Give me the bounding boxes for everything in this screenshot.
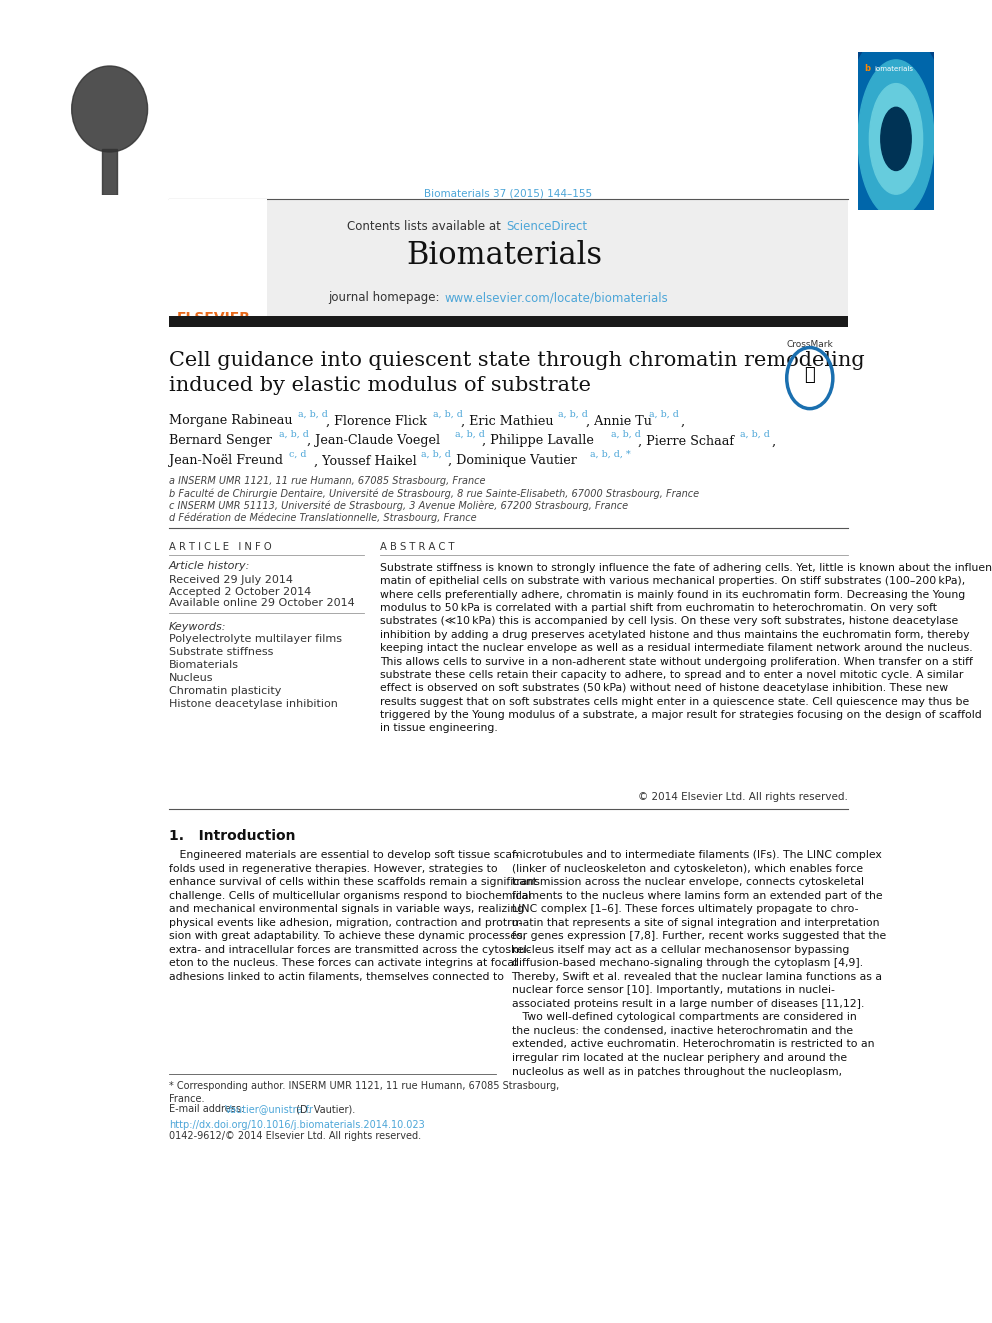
Text: , Eric Mathieu: , Eric Mathieu [461, 414, 554, 427]
Text: Biomaterials 37 (2015) 144–155: Biomaterials 37 (2015) 144–155 [425, 188, 592, 198]
Text: Biomaterials: Biomaterials [407, 239, 602, 271]
Text: Biomaterials: Biomaterials [169, 660, 239, 669]
Text: a, b, d: a, b, d [650, 409, 680, 418]
Text: E-mail address:: E-mail address: [169, 1105, 247, 1114]
Text: c, d: c, d [289, 450, 307, 458]
Text: * Corresponding author. INSERM UMR 1121, 11 rue Humann, 67085 Strasbourg,
France: * Corresponding author. INSERM UMR 1121,… [169, 1081, 559, 1103]
Text: iomaterials: iomaterials [875, 66, 914, 71]
Text: Vautier@unistra.fr: Vautier@unistra.fr [225, 1105, 313, 1114]
Text: journal homepage:: journal homepage: [327, 291, 443, 304]
FancyBboxPatch shape [169, 198, 268, 320]
Text: Keywords:: Keywords: [169, 622, 226, 631]
Text: d Fédération de Médecine Translationnelle, Strasbourg, France: d Fédération de Médecine Translationnell… [169, 513, 476, 524]
Text: A B S T R A C T: A B S T R A C T [380, 542, 454, 552]
Text: , Annie Tu: , Annie Tu [586, 414, 652, 427]
Text: a, b, d: a, b, d [455, 430, 485, 438]
Text: A R T I C L E   I N F O: A R T I C L E I N F O [169, 542, 272, 552]
Text: 1.   Introduction: 1. Introduction [169, 828, 296, 843]
Text: Engineered materials are essential to develop soft tissue scaf-
folds used in re: Engineered materials are essential to de… [169, 851, 537, 982]
Circle shape [858, 60, 934, 218]
Text: (D. Vautier).: (D. Vautier). [293, 1105, 355, 1114]
Text: , Pierre Schaaf: , Pierre Schaaf [638, 434, 734, 447]
Text: a, b, d: a, b, d [298, 409, 327, 418]
Text: Nucleus: Nucleus [169, 673, 213, 683]
Ellipse shape [71, 66, 148, 152]
Text: , Jean-Claude Voegel: , Jean-Claude Voegel [307, 434, 440, 447]
Text: Morgane Rabineau: Morgane Rabineau [169, 414, 293, 427]
Text: Available online 29 October 2014: Available online 29 October 2014 [169, 598, 355, 609]
Text: © 2014 Elsevier Ltd. All rights reserved.: © 2014 Elsevier Ltd. All rights reserved… [638, 791, 848, 802]
Text: Contents lists available at: Contents lists available at [347, 221, 505, 233]
Text: a, b, d: a, b, d [421, 450, 450, 458]
Text: , Youssef Haikel: , Youssef Haikel [313, 454, 417, 467]
FancyBboxPatch shape [169, 316, 848, 327]
Text: a, b, d: a, b, d [611, 430, 641, 438]
Text: , Philippe Lavalle: , Philippe Lavalle [482, 434, 594, 447]
Text: Polyelectrolyte multilayer films: Polyelectrolyte multilayer films [169, 634, 342, 644]
Text: , Florence Flick: , Florence Flick [325, 414, 427, 427]
Text: a, b, d, *: a, b, d, * [590, 450, 631, 458]
Text: microtubules and to intermediate filaments (IFs). The LINC complex
(linker of nu: microtubules and to intermediate filamen… [512, 851, 886, 1077]
Text: Substrate stiffness is known to strongly influence the fate of adhering cells. Y: Substrate stiffness is known to strongly… [380, 564, 992, 733]
Text: ELSEVIER: ELSEVIER [177, 311, 251, 325]
Text: Substrate stiffness: Substrate stiffness [169, 647, 274, 658]
Text: a, b, d: a, b, d [558, 409, 588, 418]
Bar [102, 148, 117, 194]
Text: 🔴: 🔴 [805, 366, 815, 384]
Circle shape [869, 83, 923, 194]
Text: a INSERM UMR 1121, 11 rue Humann, 67085 Strasbourg, France: a INSERM UMR 1121, 11 rue Humann, 67085 … [169, 476, 485, 486]
Text: 0142-9612/© 2014 Elsevier Ltd. All rights reserved.: 0142-9612/© 2014 Elsevier Ltd. All right… [169, 1131, 421, 1142]
Text: http://dx.doi.org/10.1016/j.biomaterials.2014.10.023: http://dx.doi.org/10.1016/j.biomaterials… [169, 1119, 425, 1130]
Text: a, b, d: a, b, d [279, 430, 309, 438]
Text: CrossMark: CrossMark [787, 340, 833, 349]
Text: ,: , [768, 434, 776, 447]
Text: www.elsevier.com/locate/biomaterials: www.elsevier.com/locate/biomaterials [444, 291, 669, 304]
Circle shape [827, 0, 964, 280]
Text: ,: , [678, 414, 685, 427]
Text: Jean-Noël Freund: Jean-Noël Freund [169, 454, 283, 467]
Text: induced by elastic modulus of substrate: induced by elastic modulus of substrate [169, 376, 591, 394]
FancyBboxPatch shape [169, 198, 848, 320]
Text: Cell guidance into quiescent state through chromatin remodeling: Cell guidance into quiescent state throu… [169, 352, 865, 370]
Text: a, b, d: a, b, d [434, 409, 463, 418]
Text: , Dominique Vautier: , Dominique Vautier [448, 454, 576, 467]
Text: c INSERM UMR 51113, Université de Strasbourg, 3 Avenue Molière, 67200 Strasbourg: c INSERM UMR 51113, Université de Strasb… [169, 500, 628, 511]
Text: b: b [864, 64, 870, 73]
Text: Histone deacetylase inhibition: Histone deacetylase inhibition [169, 700, 338, 709]
Text: ScienceDirect: ScienceDirect [506, 221, 587, 233]
Text: Chromatin plasticity: Chromatin plasticity [169, 687, 282, 696]
Circle shape [843, 28, 949, 250]
Text: b Faculté de Chirurgie Dentaire, Université de Strasbourg, 8 rue Sainte-Elisabet: b Faculté de Chirurgie Dentaire, Univers… [169, 488, 699, 499]
Text: a, b, d: a, b, d [740, 430, 770, 438]
Text: Bernard Senger: Bernard Senger [169, 434, 272, 447]
Text: Article history:: Article history: [169, 561, 250, 572]
Circle shape [881, 107, 912, 171]
Text: Received 29 July 2014: Received 29 July 2014 [169, 576, 293, 585]
Text: Accepted 2 October 2014: Accepted 2 October 2014 [169, 587, 311, 597]
